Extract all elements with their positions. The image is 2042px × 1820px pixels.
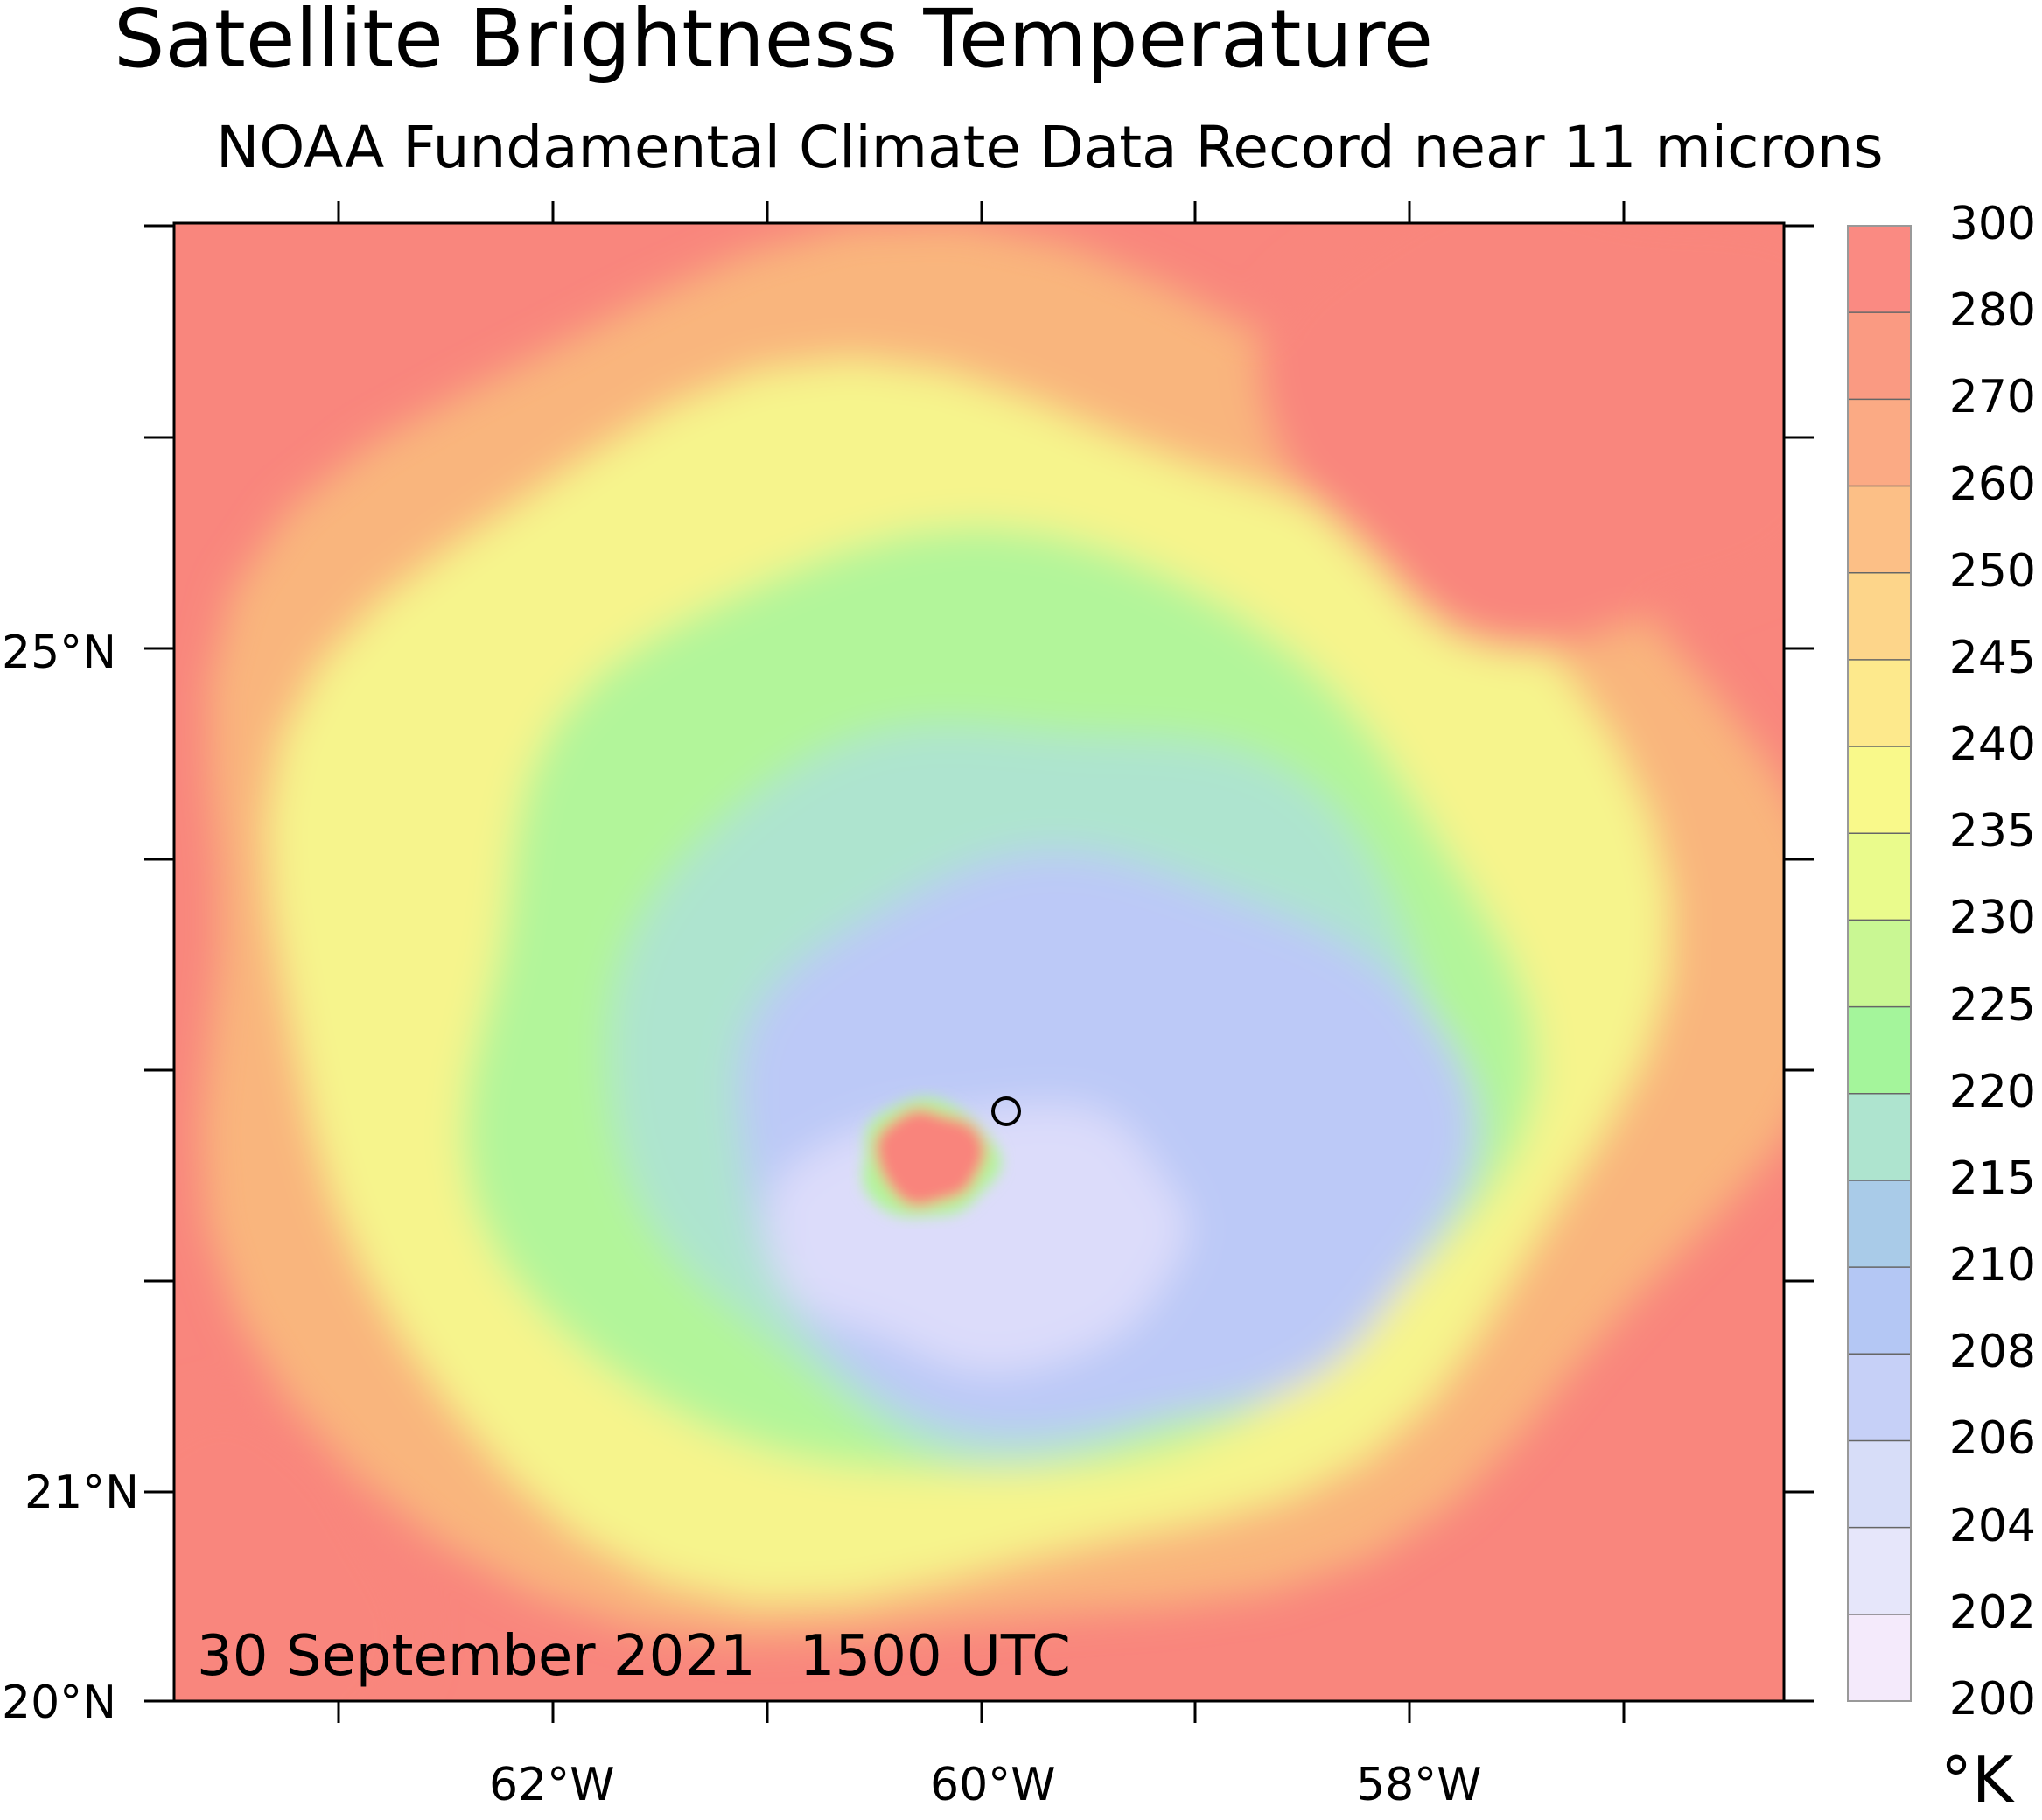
colorbar-swatch-15 xyxy=(1848,1527,1911,1615)
eye xyxy=(875,1109,985,1207)
chart-title: Satellite Brightness Temperature xyxy=(114,0,1434,86)
chart-subtitle: NOAA Fundamental Climate Data Record nea… xyxy=(216,114,1884,181)
colorbar-level-220: 220 xyxy=(1948,1065,2036,1118)
colorbar-level-260: 260 xyxy=(1948,458,2036,511)
eye-group xyxy=(863,1097,1002,1217)
colorbar-level-208: 208 xyxy=(1948,1326,2036,1379)
lat-label-21n: 21°N xyxy=(24,1466,140,1519)
colorbar-level-270: 270 xyxy=(1948,371,2036,424)
colorbar-swatch-13 xyxy=(1848,1354,1911,1441)
circle-marker xyxy=(991,1096,1021,1126)
date-text: 30 September 2021 xyxy=(197,1624,756,1689)
map-frame xyxy=(172,221,1786,1703)
colorbar-level-206: 206 xyxy=(1948,1412,2036,1466)
lat-label-20n: 20°N xyxy=(2,1676,117,1729)
colorbar-level-250: 250 xyxy=(1948,544,2036,598)
colorbar-swatch-7 xyxy=(1848,833,1911,920)
axis-ticks xyxy=(144,201,1814,1723)
colorbar-units: °K xyxy=(1941,1743,2014,1816)
colorbar-level-215: 215 xyxy=(1948,1152,2036,1205)
brightness-temperature-field xyxy=(174,223,1784,1701)
colorbar-level-245: 245 xyxy=(1948,631,2036,684)
timestamp: 30 September 2021 1500 UTC xyxy=(197,1626,1071,1687)
lon-label-58w: 58°W xyxy=(1356,1759,1482,1811)
lat-label-25n: 25°N xyxy=(2,626,117,679)
colorbar-swatch-11 xyxy=(1848,1180,1911,1268)
colorbar-level-204: 204 xyxy=(1948,1499,2036,1552)
colorbar-swatch-8 xyxy=(1848,920,1911,1008)
colorbar-level-202: 202 xyxy=(1948,1586,2036,1639)
field-layers xyxy=(174,223,1784,1701)
lon-label-62w: 62°W xyxy=(489,1759,615,1811)
warm-northeast xyxy=(1255,223,1784,652)
lon-label-60w: 60°W xyxy=(930,1759,1056,1811)
colorbar-level-210: 210 xyxy=(1948,1239,2036,1292)
colorbar-level-225: 225 xyxy=(1948,978,2036,1032)
colorbar-swatch-0 xyxy=(1848,226,1911,313)
time-text: 1500 UTC xyxy=(799,1624,1071,1689)
colorbar-swatch-16 xyxy=(1848,1614,1911,1702)
colorbar-level-280: 280 xyxy=(1948,284,2036,338)
colorbar-swatch-2 xyxy=(1848,399,1911,487)
colorbar-frame xyxy=(1847,225,1912,1702)
colorbar-level-230: 230 xyxy=(1948,892,2036,945)
colorbar-swatch-12 xyxy=(1848,1267,1911,1354)
colorbar-swatch-4 xyxy=(1848,572,1911,661)
colorbar-swatch-1 xyxy=(1848,312,1911,400)
colorbar-swatch-5 xyxy=(1848,659,1911,747)
colorbar-swatch-14 xyxy=(1848,1440,1911,1529)
colorbar-swatch-3 xyxy=(1848,486,1911,574)
colorbar-swatch-10 xyxy=(1848,1093,1911,1181)
colorbar-level-235: 235 xyxy=(1948,805,2036,858)
colorbar-level-300: 300 xyxy=(1948,198,2036,250)
colorbar-swatch-6 xyxy=(1848,746,1911,834)
colorbar-swatch-9 xyxy=(1848,1006,1911,1095)
colorbar-level-240: 240 xyxy=(1948,718,2036,772)
colorbar-level-200: 200 xyxy=(1948,1673,2036,1726)
warm-southwest xyxy=(174,1396,420,1701)
colorbar xyxy=(1847,225,1912,1702)
